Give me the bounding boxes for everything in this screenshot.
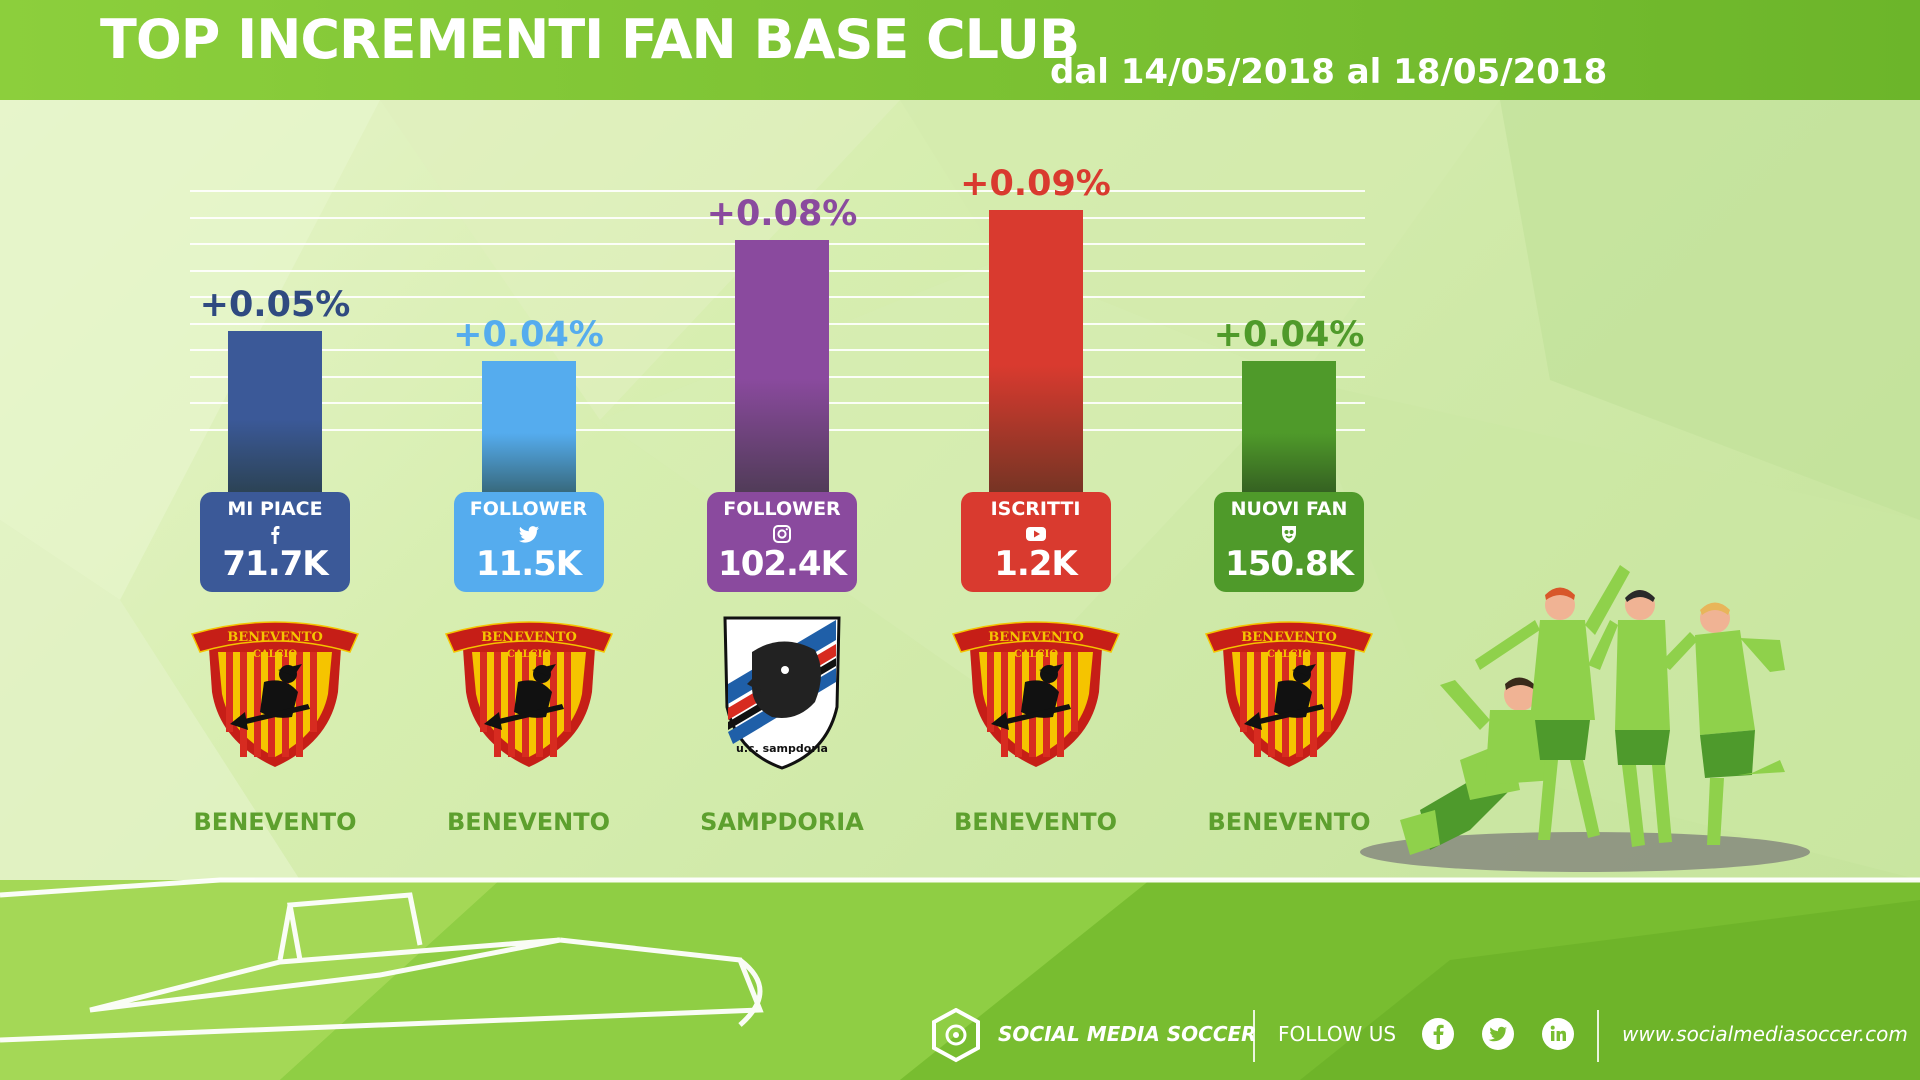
facebook-icon [263,523,287,545]
total-value: 11.5K [475,544,582,584]
category-label: FOLLOWER [469,498,588,520]
footer-divider [1253,1010,1255,1062]
svg-text:BENEVENTO: BENEVENTO [1241,630,1337,645]
club-name: BENEVENTO [954,808,1117,836]
header-band [0,0,1920,100]
footer-follow-us: FOLLOW US [1278,1022,1397,1046]
bar [228,331,322,492]
linkedin-icon[interactable] [1542,1018,1574,1050]
svg-text:BENEVENTO: BENEVENTO [988,630,1084,645]
category-label: MI PIACE [227,498,323,520]
svg-text:CALCIO: CALCIO [1267,649,1311,660]
gridline [190,190,1365,192]
club-name: SAMPDORIA [700,808,864,836]
benevento-crest: BENEVENTO CALCIO [1204,612,1374,772]
category-label: ISCRITTI [990,498,1081,520]
platform-card: MI PIACE 71.7K [200,492,350,592]
sampdoria-crest: u.c. sampdoria [697,612,867,772]
footer-website[interactable]: www.socialmediasoccer.com [1622,1022,1908,1046]
social-media-soccer-logo-icon [932,1008,980,1063]
data-label: +0.05% [199,285,351,325]
club-name: BENEVENTO [1207,808,1371,836]
benevento-crest: BENEVENTO CALCIO [444,612,614,772]
footer: SOCIAL MEDIA SOCCER FOLLOW US www.social… [920,1000,1920,1070]
gridline [190,216,1365,219]
svg-text:BENEVENTO: BENEVENTO [481,630,577,645]
platform-card: FOLLOWER 11.5K [453,492,604,592]
app-icon [1277,523,1301,545]
platform-card: FOLLOWER 102.4K [707,492,857,592]
youtube-icon [1024,523,1048,545]
svg-text:u.c. sampdoria: u.c. sampdoria [736,742,828,755]
footer-divider-2 [1597,1010,1599,1062]
platform-card: ISCRITTI 1.2K [960,492,1111,592]
twitter-icon[interactable] [1482,1018,1514,1050]
platform-card: NUOVI FAN 150.8K [1214,492,1364,592]
data-label: +0.09% [960,164,1111,205]
facebook-icon[interactable] [1422,1018,1454,1050]
total-value: 102.4K [718,544,847,584]
players-illustration [1360,565,1810,872]
bar [1242,361,1336,492]
bar [988,210,1083,492]
svg-text:CALCIO: CALCIO [1013,649,1057,660]
bar [735,240,829,492]
bar [481,361,576,492]
data-label: +0.04% [453,315,604,356]
svg-text:BENEVENTO: BENEVENTO [227,630,323,645]
total-value: 1.2K [994,544,1078,584]
svg-text:CALCIO: CALCIO [253,649,297,660]
page-title: TOP INCREMENTI FAN BASE CLUB [100,8,1080,71]
instagram-icon [770,523,794,545]
date-range-subtitle: dal 14/05/2018 al 18/05/2018 [1050,52,1608,92]
total-value: 150.8K [1225,544,1354,584]
benevento-crest: BENEVENTO CALCIO [190,612,360,772]
total-value: 71.7K [222,544,328,584]
twitter-icon [517,523,541,545]
club-name: BENEVENTO [447,808,610,836]
club-name: BENEVENTO [193,808,357,836]
category-label: NUOVI FAN [1230,498,1348,520]
data-label: +0.08% [706,194,858,235]
benevento-crest: BENEVENTO CALCIO [951,612,1121,772]
data-label: +0.04% [1213,315,1365,356]
bar-chart: +0.05% +0.04% +0.08% +0.09% +0.04% [190,164,1370,670]
svg-text:CALCIO: CALCIO [506,649,550,660]
footer-brand: SOCIAL MEDIA SOCCER [998,1022,1257,1046]
category-label: FOLLOWER [723,498,841,520]
